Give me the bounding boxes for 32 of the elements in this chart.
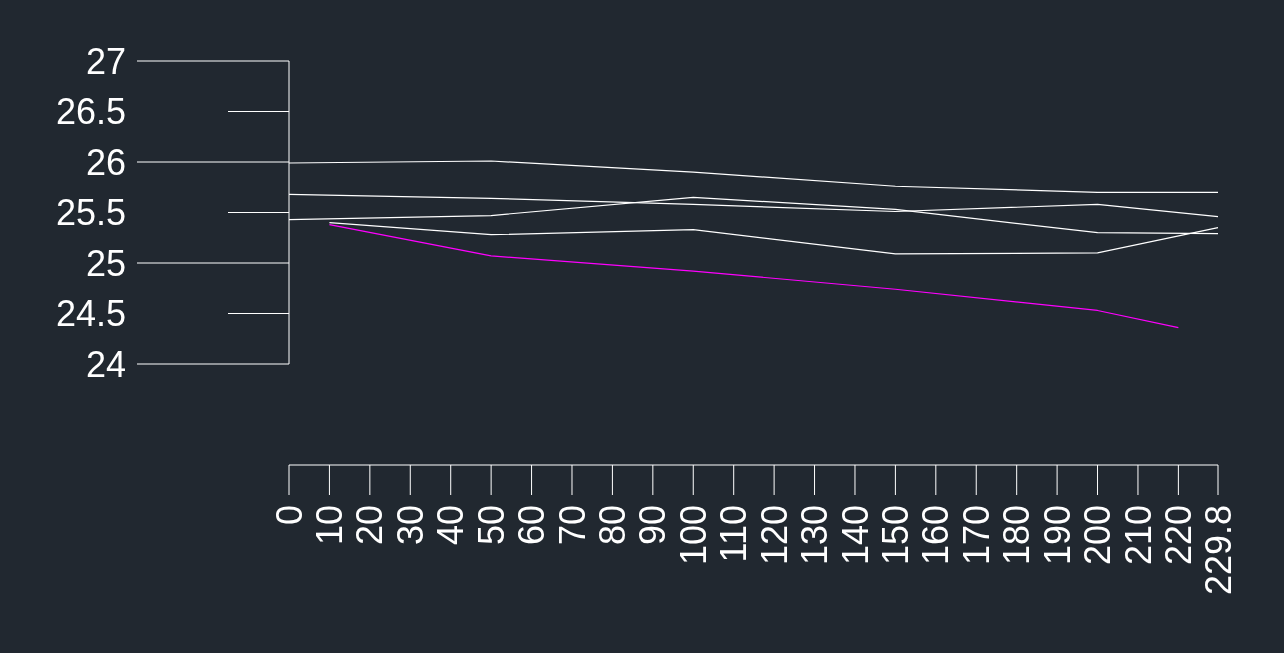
y-tick-label: 27 xyxy=(85,40,126,82)
y-tick-label: 24 xyxy=(85,343,126,385)
x-tick-label: 190 xyxy=(1036,505,1078,566)
x-tick-label: 150 xyxy=(875,505,916,566)
x-tick-label: 90 xyxy=(632,505,674,546)
x-tick-label: 130 xyxy=(794,505,836,566)
x-tick-label: 160 xyxy=(915,505,957,566)
x-tick-label: 200 xyxy=(1077,505,1119,566)
x-tick-label: 100 xyxy=(672,505,714,566)
x-tick-label: 0 xyxy=(268,505,310,526)
y-tick-label: 25.5 xyxy=(55,192,126,234)
x-tick-label: 180 xyxy=(996,505,1038,566)
x-tick-label: 20 xyxy=(349,505,391,546)
x-tick-label: 50 xyxy=(470,505,512,546)
x-tick-label: 30 xyxy=(389,505,431,546)
x-tick-label: 110 xyxy=(713,505,755,563)
y-tick-label: 26 xyxy=(85,141,126,183)
x-tick-label: 80 xyxy=(592,505,634,546)
x-tick-label: 120 xyxy=(753,505,795,566)
y-tick-label: 26.5 xyxy=(55,91,126,133)
x-tick-label: 60 xyxy=(511,505,553,546)
x-tick-label: 229.8 xyxy=(1197,505,1239,596)
x-tick-label: 70 xyxy=(551,505,593,546)
x-tick-label: 170 xyxy=(955,505,997,566)
x-tick-label: 210 xyxy=(1117,505,1159,566)
y-tick-label: 25 xyxy=(85,242,126,284)
x-tick-label: 140 xyxy=(834,505,876,566)
line-series xyxy=(328,224,1179,329)
x-tick-label: 40 xyxy=(430,505,472,546)
y-tick-label: 24.5 xyxy=(55,293,126,335)
x-tick-label: 220 xyxy=(1157,505,1199,566)
x-tick-label: 10 xyxy=(309,505,351,546)
